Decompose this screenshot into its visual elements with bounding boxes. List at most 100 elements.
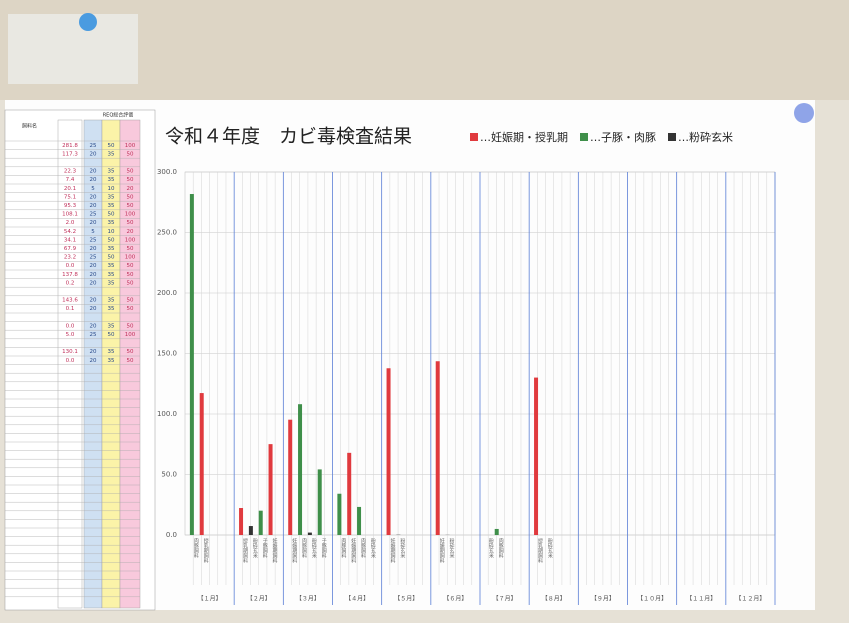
table-cell: 130.1 [62, 349, 78, 355]
table-cell: 50 [127, 203, 134, 209]
table-cell: 20 [90, 323, 97, 329]
table-cell: 20 [127, 229, 134, 235]
table-column [84, 120, 102, 608]
x-tick-label: 授乳期飼料 [242, 537, 248, 564]
push-pin [79, 13, 97, 31]
month-label: 【３月】 [296, 596, 320, 603]
table-cell: 25 [90, 143, 97, 149]
table-cell: 20 [90, 220, 97, 226]
month-label: 【７月】 [493, 596, 517, 603]
table-cell: 10 [108, 186, 115, 192]
table-cell: 23.2 [64, 255, 76, 261]
table-header: 飼料名 [22, 123, 37, 130]
x-tick-label: 粉砕玄米 [252, 537, 258, 559]
table-cell: 5 [91, 186, 95, 192]
table-cell: 20 [90, 349, 97, 355]
table-cell: 25 [90, 255, 97, 261]
table-cell: 35 [108, 203, 115, 209]
table-cell: 50 [108, 143, 115, 149]
month-label: 【１月】 [198, 596, 222, 603]
table-cell: 50 [127, 194, 134, 200]
bar [249, 526, 253, 535]
table-cell: 0.0 [66, 323, 75, 329]
table-cell: 50 [127, 298, 134, 304]
table-cell: 50 [127, 263, 134, 269]
x-tick-label: 粉砕玄米 [311, 537, 317, 559]
month-label: 【２月】 [247, 596, 271, 603]
x-tick-label: 粉砕玄米 [399, 537, 405, 559]
x-tick-label: 妊娠期飼料 [390, 537, 396, 564]
table-cell: 20 [90, 151, 97, 157]
x-tick-label: 子豚飼料 [262, 537, 268, 559]
month-label: 【４月】 [345, 596, 369, 603]
legend-label: …子豚・肉豚 [590, 131, 656, 144]
bar [337, 494, 341, 535]
legend-label: …粉砕玄米 [678, 130, 733, 144]
table-cell: 20 [90, 203, 97, 209]
table-cell: 137.8 [62, 272, 78, 278]
y-tick-label: 250.0 [157, 229, 177, 237]
x-tick-label: 肉豚飼料 [360, 537, 366, 559]
table-cell: 143.6 [62, 298, 78, 304]
bar [259, 511, 263, 535]
table-cell: 35 [108, 349, 115, 355]
x-tick-label: 肉豚飼料 [193, 537, 199, 559]
chart-title: 令和４年度 カビ毒検査結果 [165, 126, 412, 148]
table-cell: 50 [127, 246, 134, 252]
x-tick-label: 肉豚飼料 [498, 537, 504, 559]
table-cell: 75.1 [64, 194, 76, 200]
table-cell: 35 [108, 151, 115, 157]
table-cell: 50 [108, 237, 115, 243]
table-header: REQ総合評価 [103, 112, 134, 119]
table-cell: 20 [90, 280, 97, 286]
table-cell: 35 [108, 280, 115, 286]
table-cell: 100 [125, 255, 136, 261]
x-tick-label: 粉砕玄米 [449, 537, 455, 559]
table-cell: 95.3 [64, 203, 77, 209]
table-cell: 25 [90, 212, 97, 218]
x-tick-label: 肉豚飼料 [301, 537, 307, 559]
x-tick-label: 授乳期飼料 [537, 537, 543, 564]
table-cell: 20 [90, 263, 97, 269]
table-cell: 50 [127, 177, 134, 183]
table-cell: 20 [90, 169, 97, 175]
table-cell: 100 [125, 237, 136, 243]
table-cell: 100 [125, 143, 136, 149]
month-label: 【１０月】 [637, 596, 667, 603]
table-cell: 50 [108, 332, 115, 338]
table-cell: 20 [90, 177, 97, 183]
table-cell: 20 [127, 186, 134, 192]
x-tick-label: 妊娠期飼料 [291, 537, 297, 564]
x-tick-label: 子豚飼料 [321, 537, 327, 559]
y-tick-label: 100.0 [157, 410, 177, 418]
table-cell: 50 [108, 255, 115, 261]
x-tick-label: 粉砕玄米 [547, 537, 553, 559]
table-cell: 50 [127, 358, 134, 364]
table-cell: 117.3 [62, 151, 78, 157]
y-tick-label: 150.0 [157, 350, 177, 358]
y-tick-label: 50.0 [161, 471, 177, 479]
x-tick-label: 妊娠期飼料 [439, 537, 445, 564]
month-label: 【１１月】 [686, 596, 716, 603]
table-cell: 20 [90, 246, 97, 252]
table-cell: 100 [125, 212, 136, 218]
table-cell: 35 [108, 358, 115, 364]
table-cell: 0.2 [66, 280, 75, 286]
table-cell: 20.1 [64, 186, 76, 192]
table-cell: 35 [108, 246, 115, 252]
bar [190, 194, 194, 535]
table-cell: 35 [108, 323, 115, 329]
table-cell: 0.0 [66, 263, 75, 269]
bar [436, 361, 440, 535]
table-cell: 10 [108, 229, 115, 235]
table-cell: 5.0 [66, 332, 75, 338]
y-tick-label: 200.0 [157, 289, 177, 297]
bar [534, 378, 538, 535]
table-cell: 54.2 [64, 229, 76, 235]
table-cell: 7.4 [66, 177, 75, 183]
bar [347, 453, 351, 535]
table-cell: 2.0 [66, 220, 75, 226]
table-cell: 20 [90, 272, 97, 278]
bar [288, 420, 292, 535]
